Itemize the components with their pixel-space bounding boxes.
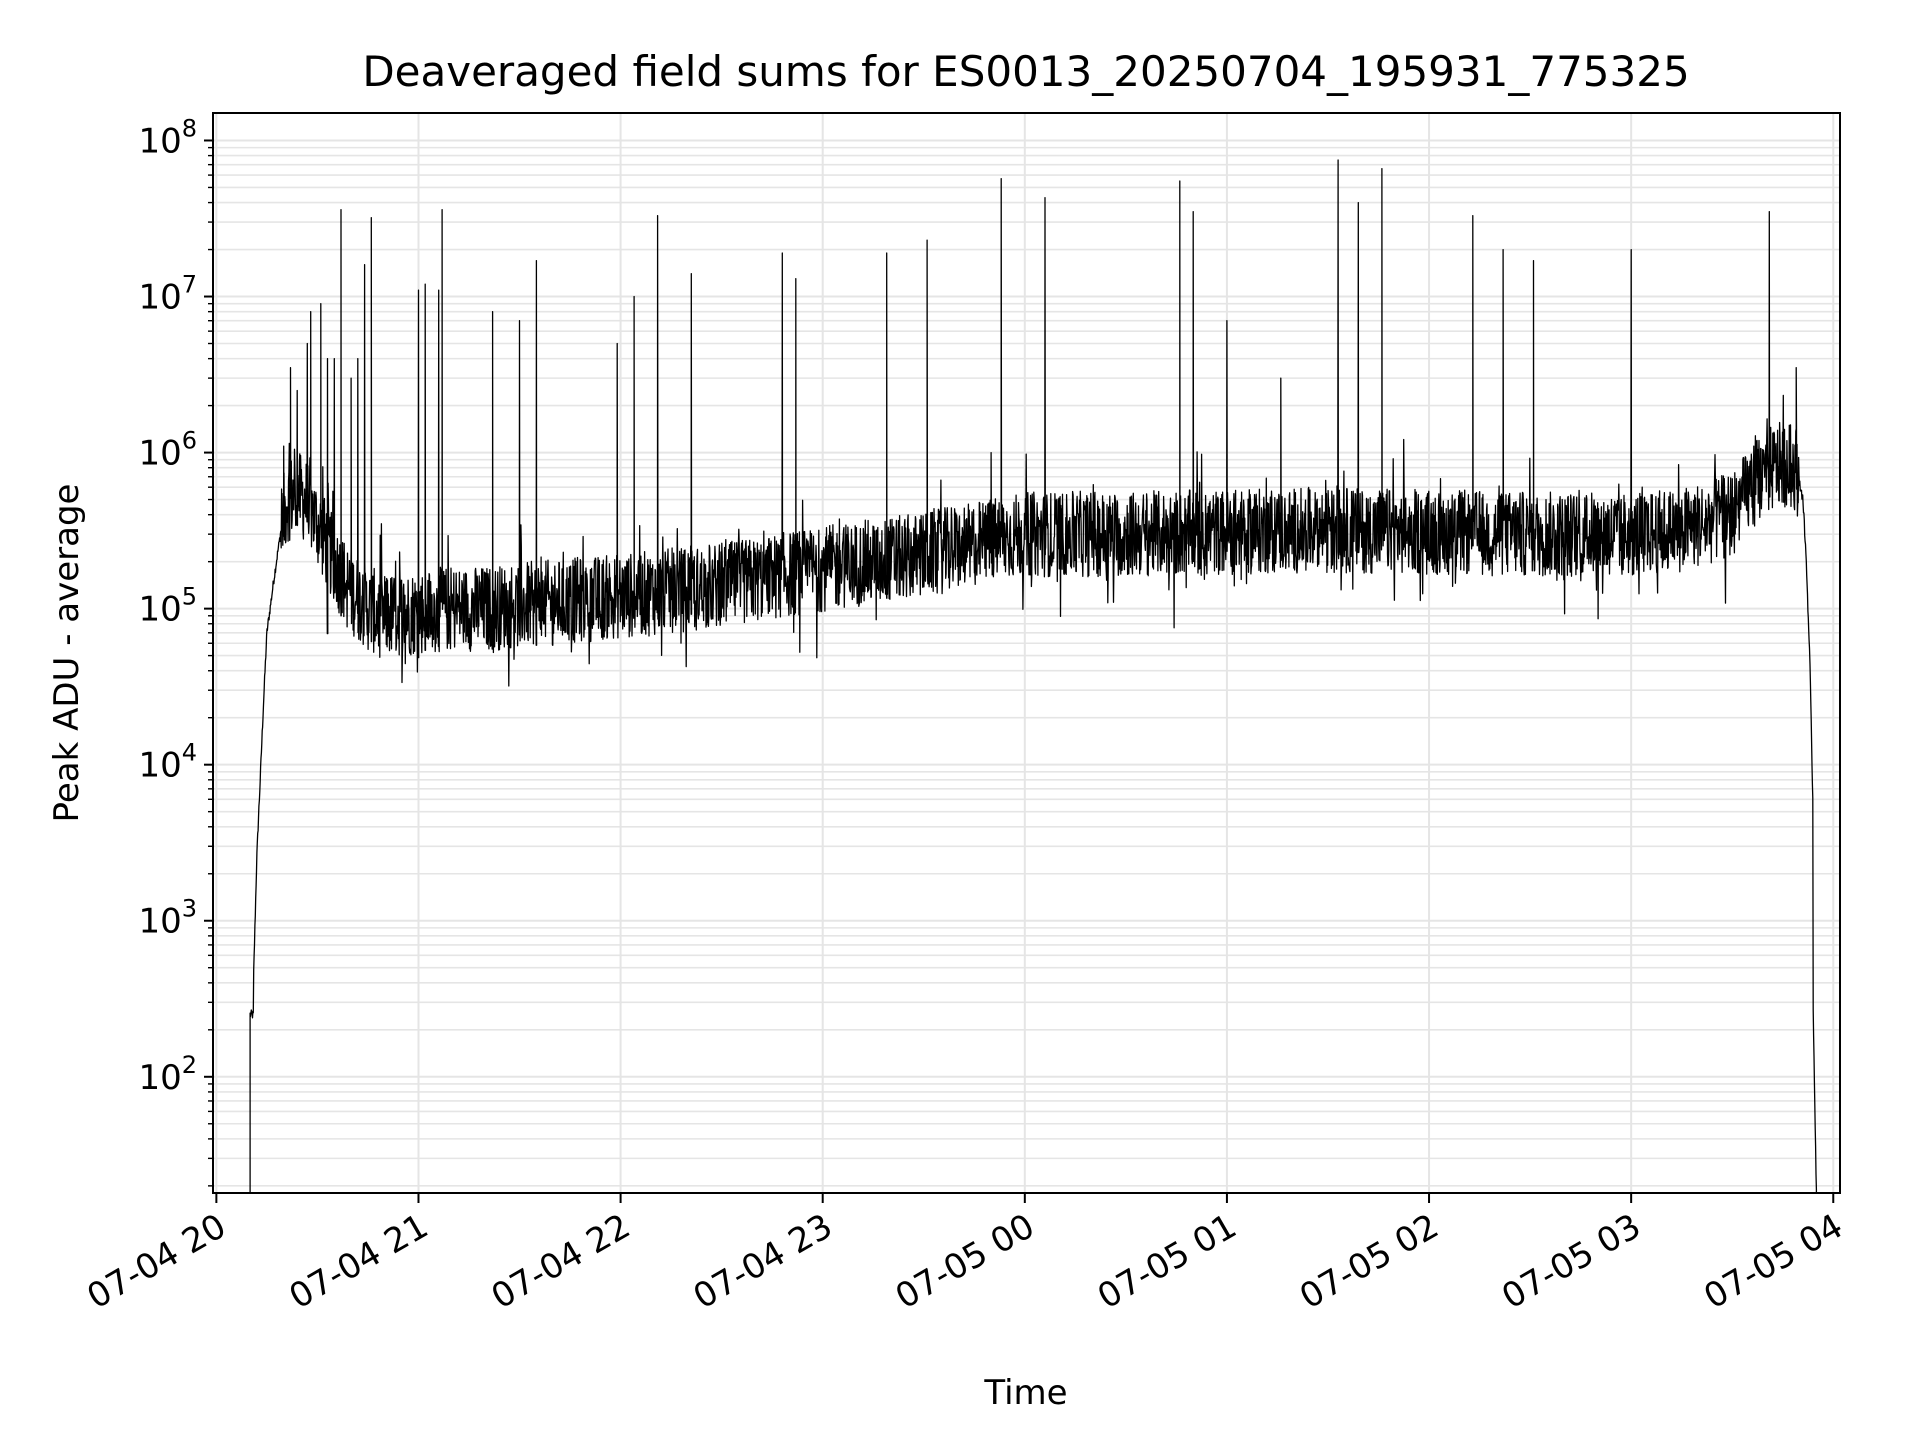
y-tick-label: 108 [138, 114, 197, 161]
axes-frame [212, 112, 1841, 1194]
line-layer [249, 159, 1818, 1193]
x-axis-label: Time [983, 1373, 1067, 1413]
grid-layer [213, 113, 1840, 1193]
y-tick-label: 106 [138, 427, 197, 474]
y-tick-label: 103 [138, 895, 197, 942]
chart-title: Deaveraged field sums for ES0013_2025070… [362, 47, 1689, 96]
series-line [249, 159, 1818, 1193]
y-tick-label: 105 [138, 583, 197, 630]
y-tick-label: 107 [138, 271, 197, 318]
y-axis-label: Peak ADU - average [47, 484, 87, 823]
y-tick-label: 102 [138, 1051, 197, 1098]
y-tick-label: 104 [138, 739, 197, 786]
